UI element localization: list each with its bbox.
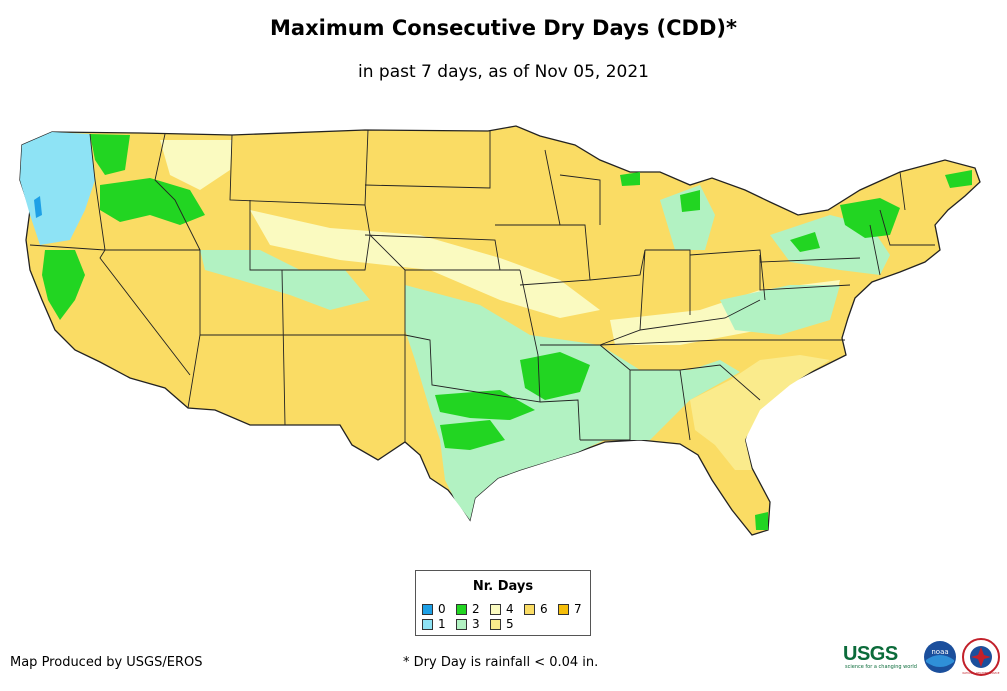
legend-swatch (558, 603, 569, 615)
region-class-3 (660, 185, 715, 250)
region-class-2 (945, 170, 972, 188)
usgs-tagline: science for a changing world (845, 664, 917, 670)
region-class-2 (520, 352, 590, 400)
legend-item-2: 2 (456, 602, 480, 616)
nws-label: NATIONAL WEATHER SERVICE (962, 671, 999, 675)
legend-title: Nr. Days (472, 579, 534, 594)
region-class-3 (200, 250, 370, 310)
region-class-2 (680, 190, 700, 212)
region-class-2 (100, 178, 205, 225)
legend-item-0: 0 (422, 602, 446, 616)
legend-swatch (456, 618, 467, 630)
region-class-2 (90, 134, 130, 175)
region-class-1 (20, 132, 95, 245)
nws-logo: NATIONAL WEATHER SERVICE (962, 638, 1000, 676)
map-subtitle: in past 7 days, as of Nov 05, 2021 (358, 62, 649, 82)
footnote: * Dry Day is rainfall < 0.04 in. (403, 655, 599, 670)
state-boundaries (29, 129, 935, 442)
region-class-5 (690, 355, 830, 470)
region-class-3 (405, 285, 740, 520)
noaa-label: noaa (931, 648, 948, 656)
region-class-2 (42, 250, 85, 320)
region-class-2 (440, 420, 505, 450)
legend-swatch (422, 603, 433, 615)
region-class-0 (34, 196, 42, 218)
usgs-logo: USGS (843, 643, 898, 665)
legend-item-1: 1 (422, 617, 446, 631)
map-title: Maximum Consecutive Dry Days (CDD)* (270, 16, 737, 40)
noaa-logo: noaa (924, 641, 956, 673)
legend-swatch (490, 603, 501, 615)
region-class-3 (720, 285, 840, 335)
legend-item-3: 3 (456, 617, 480, 631)
legend-item-6: 6 (524, 602, 548, 616)
legend-item-5: 5 (490, 617, 514, 631)
legend: Nr. Days 0 1 2 3 4 5 6 7 (415, 570, 591, 636)
region-class-4 (160, 140, 232, 190)
cdd-map (19, 125, 981, 536)
region-class-2 (790, 232, 820, 252)
region-class-2 (755, 512, 768, 530)
map-credit: Map Produced by USGS/EROS (10, 655, 203, 670)
legend-item-4: 4 (490, 602, 514, 616)
legend-swatch (456, 603, 467, 615)
region-class-2 (620, 172, 640, 186)
legend-swatch (524, 603, 535, 615)
legend-item-7: 7 (558, 602, 582, 616)
region-class-4 (250, 210, 600, 318)
legend-swatch (422, 618, 433, 630)
legend-swatch (490, 618, 501, 630)
